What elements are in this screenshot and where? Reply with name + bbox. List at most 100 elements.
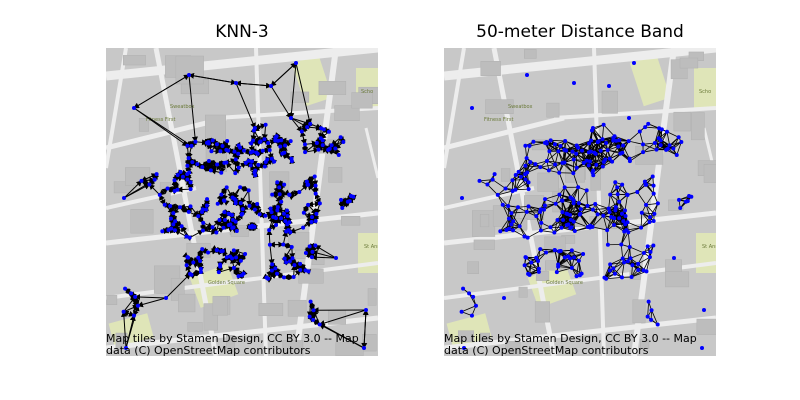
knn-edge bbox=[268, 244, 275, 266]
road bbox=[444, 315, 716, 351]
node-point bbox=[230, 225, 235, 230]
node-point bbox=[509, 211, 514, 216]
node-point bbox=[121, 309, 126, 314]
node-point bbox=[178, 205, 183, 210]
node-point bbox=[562, 147, 567, 152]
node-point bbox=[568, 217, 573, 222]
node-point bbox=[619, 211, 624, 216]
node-point bbox=[274, 223, 279, 228]
node-point bbox=[571, 201, 576, 206]
building bbox=[665, 259, 682, 273]
node-point bbox=[307, 314, 312, 319]
node-point bbox=[503, 186, 508, 191]
node-point bbox=[257, 140, 262, 145]
node-point bbox=[257, 212, 262, 217]
node-point bbox=[538, 165, 543, 170]
node-point bbox=[287, 259, 292, 264]
knn-edge bbox=[233, 187, 241, 200]
knn3-map[interactable]: Sweatbox Fitness First Golden Square St Ann… bbox=[106, 48, 378, 356]
distance-band-edge bbox=[643, 256, 651, 271]
node-point bbox=[309, 219, 314, 224]
node-point bbox=[217, 218, 222, 223]
map-place-label: Scho bbox=[699, 89, 711, 95]
node-point bbox=[548, 225, 553, 230]
node-point bbox=[689, 194, 694, 199]
node-point bbox=[678, 206, 683, 211]
distance-band-edge bbox=[540, 230, 555, 233]
knn-edge bbox=[290, 117, 303, 133]
distance-band-edge bbox=[666, 131, 671, 146]
knn-edge bbox=[235, 82, 256, 129]
knn-edge bbox=[362, 309, 369, 349]
node-point bbox=[568, 195, 573, 200]
node-point bbox=[664, 129, 669, 134]
building bbox=[351, 92, 373, 109]
knn-edge bbox=[186, 145, 193, 160]
node-point bbox=[334, 256, 338, 260]
node-point bbox=[602, 275, 607, 280]
node-point bbox=[622, 208, 627, 213]
node-point bbox=[651, 191, 656, 196]
distance-band-edge bbox=[609, 258, 623, 265]
building bbox=[230, 227, 249, 237]
node-point bbox=[536, 259, 541, 264]
node-point bbox=[636, 261, 641, 266]
building bbox=[205, 145, 227, 172]
node-point bbox=[284, 260, 289, 265]
node-point bbox=[632, 61, 636, 65]
distance-band-map[interactable]: Sweatbox Fitness First Golden Square St Ann… bbox=[444, 48, 716, 356]
distance-band-edge bbox=[630, 252, 645, 259]
node-point bbox=[498, 229, 503, 234]
node-point bbox=[554, 270, 559, 275]
node-point bbox=[201, 220, 206, 225]
node-point bbox=[627, 116, 631, 120]
building bbox=[287, 299, 307, 317]
node-point bbox=[154, 172, 159, 177]
node-point bbox=[236, 151, 241, 156]
node-point bbox=[459, 309, 464, 314]
building bbox=[205, 114, 226, 143]
node-point bbox=[557, 192, 562, 197]
node-point bbox=[270, 192, 275, 197]
road bbox=[444, 48, 466, 169]
node-point bbox=[256, 162, 261, 167]
distance-band-edge bbox=[627, 246, 631, 262]
node-point bbox=[625, 259, 630, 264]
node-point bbox=[580, 148, 585, 153]
knn-edge bbox=[304, 142, 318, 153]
distance-band-edge bbox=[564, 153, 577, 163]
node-point bbox=[275, 205, 280, 210]
distance-band-edge bbox=[548, 162, 563, 171]
node-point bbox=[643, 125, 648, 130]
node-point bbox=[288, 139, 293, 144]
node-point bbox=[230, 217, 235, 222]
node-point bbox=[600, 164, 605, 169]
node-point bbox=[546, 168, 551, 173]
distance-band-edge bbox=[588, 143, 601, 152]
distance-band-edge bbox=[557, 250, 562, 265]
node-point bbox=[506, 216, 511, 221]
node-point bbox=[289, 244, 294, 249]
node-point bbox=[191, 260, 196, 265]
node-point bbox=[516, 169, 521, 174]
node-point bbox=[568, 225, 573, 230]
distance-band-edge bbox=[502, 204, 510, 219]
node-point bbox=[262, 164, 267, 169]
distance-band-edge bbox=[512, 207, 519, 222]
map-place-label: St Anne's Church Ground bbox=[364, 244, 378, 250]
node-point bbox=[267, 228, 272, 233]
knn-edge bbox=[311, 250, 337, 259]
node-point bbox=[284, 229, 289, 234]
map-place-label: Golden Square bbox=[546, 280, 583, 286]
distance-band-edge bbox=[497, 194, 509, 207]
node-point bbox=[555, 218, 560, 223]
node-point bbox=[228, 254, 233, 259]
distance-band-edge bbox=[573, 221, 588, 228]
distance-band-edge bbox=[608, 194, 611, 209]
building bbox=[318, 81, 347, 96]
distance-band-edge bbox=[507, 206, 510, 219]
knn-edge bbox=[290, 117, 312, 126]
distance-band-edge bbox=[572, 173, 579, 188]
node-point bbox=[649, 317, 654, 322]
distance-band-edge bbox=[626, 227, 642, 231]
